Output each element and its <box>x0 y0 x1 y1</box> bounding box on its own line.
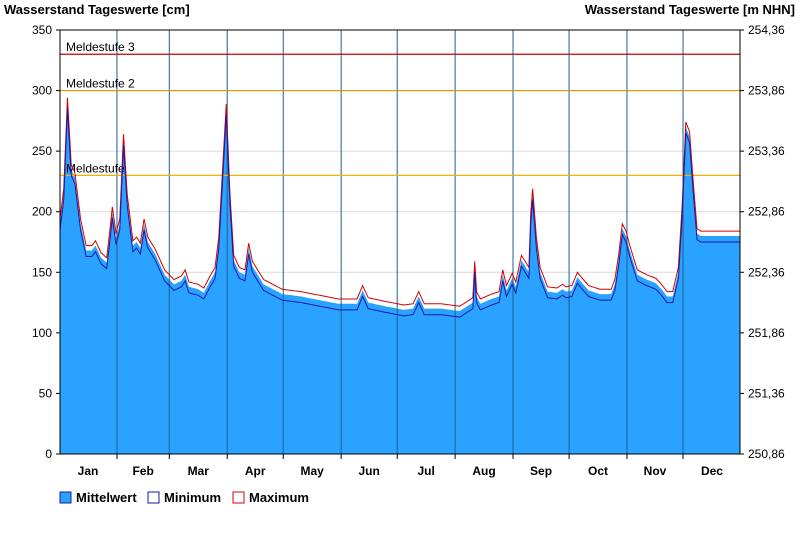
month-label: Aug <box>472 464 495 478</box>
right-tick-label: 254,36 <box>748 23 785 37</box>
left-tick-label: 150 <box>32 265 52 279</box>
threshold-label: Meldestufe 2 <box>66 77 135 91</box>
left-tick-label: 100 <box>32 326 52 340</box>
legend-label: Maximum <box>249 490 309 505</box>
legend: Mittelwert Minimum Maximum <box>59 490 309 505</box>
series-lines <box>59 97 740 318</box>
month-label: Jan <box>78 464 99 478</box>
right-tick-label: 253,36 <box>748 144 785 158</box>
legend-swatch <box>59 491 72 504</box>
month-label: Jun <box>359 464 380 478</box>
month-label: May <box>301 464 325 478</box>
month-label: Apr <box>245 464 266 478</box>
month-label: Dec <box>701 464 723 478</box>
right-tick-label: 252,86 <box>748 205 785 219</box>
left-tick-label: 250 <box>32 144 52 158</box>
legend-label: Mittelwert <box>76 490 137 505</box>
right-tick-label: 252,36 <box>748 265 785 279</box>
mittelwert-area <box>60 102 740 454</box>
left-axis: 0 50 100 150 200 250 300 350 <box>32 23 60 461</box>
left-tick-label: 300 <box>32 84 52 98</box>
right-tick-label: 251,86 <box>748 326 785 340</box>
month-label: Jul <box>417 464 434 478</box>
mean-area-layer <box>60 102 740 454</box>
x-axis-months: Jan Feb Mar Apr May Jun Jul Aug Sep Oct Nov Dec <box>78 454 723 478</box>
threshold-label: Meldestufe <box>66 161 125 175</box>
left-tick-label: 350 <box>32 23 52 37</box>
right-axis-title: Wasserstand Tageswerte [m NHN] <box>585 2 795 17</box>
threshold-label: Meldestufe 3 <box>66 40 135 54</box>
month-label: Feb <box>132 464 153 478</box>
right-axis: 250,86 251,36 251,86 252,36 252,86 253,36 253,… <box>740 23 785 461</box>
month-label: Sep <box>530 464 552 478</box>
right-tick-label: 250,86 <box>748 447 785 461</box>
legend-swatch <box>232 491 245 504</box>
maximum-line <box>59 97 740 307</box>
plot-frame <box>59 29 741 455</box>
left-tick-label: 200 <box>32 205 52 219</box>
minimum-line <box>59 108 740 318</box>
left-tick-label: 50 <box>39 386 53 400</box>
threshold-lines: Meldestufe 3 Meldestufe 2 Meldestufe <box>60 40 740 176</box>
month-label: Nov <box>644 464 667 478</box>
right-tick-label: 253,86 <box>748 84 785 98</box>
legend-swatch <box>147 491 160 504</box>
month-label: Mar <box>188 464 210 478</box>
right-tick-label: 251,36 <box>748 386 785 400</box>
legend-label: Minimum <box>164 490 221 505</box>
left-axis-title: Wasserstand Tageswerte [cm] <box>4 2 190 17</box>
month-label: Oct <box>588 464 608 478</box>
left-tick-label: 0 <box>45 447 52 461</box>
month-divider-lines <box>116 30 684 454</box>
